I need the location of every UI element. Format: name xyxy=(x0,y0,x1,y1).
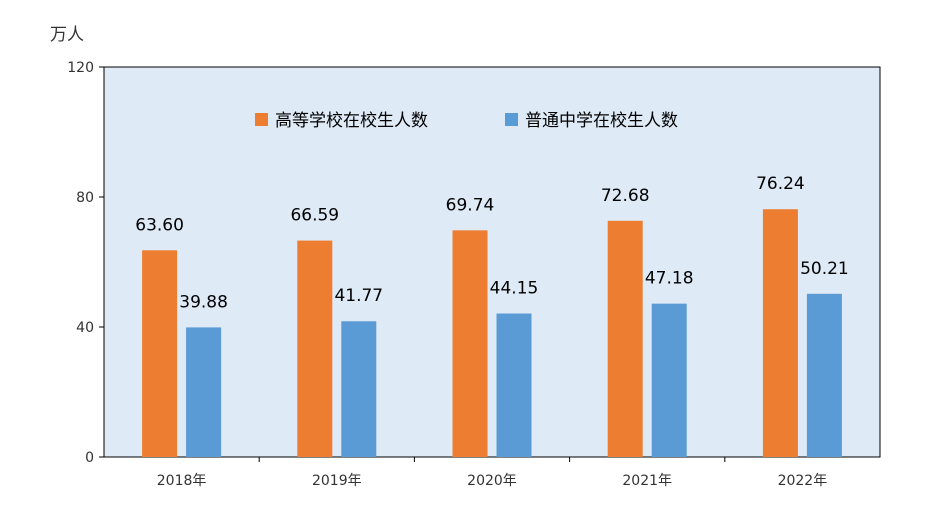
bar-secondary xyxy=(806,293,842,457)
data-label: 66.59 xyxy=(290,206,339,226)
plot-area xyxy=(103,66,881,458)
data-label: 76.24 xyxy=(756,174,805,194)
data-label: 39.88 xyxy=(179,292,228,312)
y-tick-label: 80 xyxy=(76,190,94,206)
bar-secondary xyxy=(496,313,532,457)
y-tick-label: 120 xyxy=(67,60,94,76)
bar-higher-edu xyxy=(762,209,798,457)
data-label: 44.15 xyxy=(490,279,539,299)
data-label: 72.68 xyxy=(601,186,650,206)
bar-secondary xyxy=(341,321,377,457)
x-tick-label: 2018年 xyxy=(157,473,207,489)
x-tick-label: 2022年 xyxy=(778,473,828,489)
x-tick-label: 2019年 xyxy=(312,473,362,489)
legend-label: 高等学校在校生人数 xyxy=(275,111,428,131)
legend-label: 普通中学在校生人数 xyxy=(525,111,678,131)
bar-higher-edu xyxy=(452,230,488,457)
y-tick-label: 0 xyxy=(85,450,94,466)
bar-secondary xyxy=(651,303,687,457)
bar-secondary xyxy=(186,327,222,457)
y-axis-unit-label: 万人 xyxy=(50,25,84,45)
data-label: 50.21 xyxy=(800,259,849,279)
legend-swatch xyxy=(255,113,268,126)
data-label: 63.60 xyxy=(135,215,184,235)
data-label: 47.18 xyxy=(645,269,694,289)
data-label: 41.77 xyxy=(334,286,383,306)
x-tick-label: 2021年 xyxy=(622,473,672,489)
x-tick-label: 2020年 xyxy=(467,473,517,489)
legend-swatch xyxy=(505,113,518,126)
y-tick-label: 40 xyxy=(76,320,94,336)
bar-higher-edu xyxy=(297,240,333,457)
bar-higher-edu xyxy=(142,250,178,457)
bar-higher-edu xyxy=(607,220,643,457)
data-label: 69.74 xyxy=(446,195,495,215)
